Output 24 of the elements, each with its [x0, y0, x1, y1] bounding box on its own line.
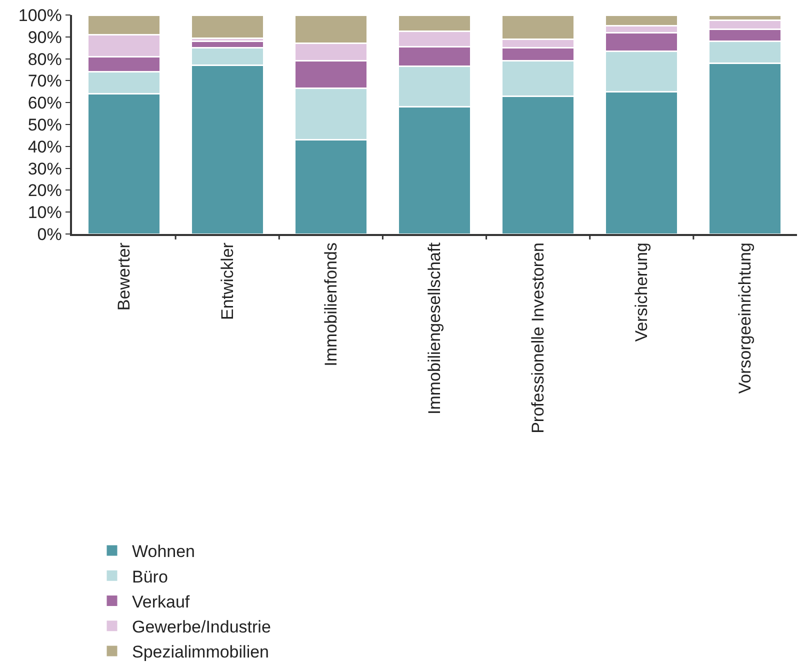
x-tick-label: Immobiliengesellschaft — [425, 242, 444, 415]
x-tick-label: Immobilienfonds — [321, 242, 340, 366]
y-tick-label: 40% — [28, 137, 62, 156]
legend-label: Gewerbe/Industrie — [132, 617, 271, 636]
y-tick-label: 70% — [28, 72, 62, 91]
legend-label: Büro — [132, 567, 168, 586]
y-tick-label: 60% — [28, 94, 62, 113]
y-tick-label: 10% — [28, 203, 62, 222]
y-tick-label: 50% — [28, 115, 62, 134]
y-tick-label: 30% — [28, 159, 62, 178]
x-tick-label: Versicherung — [632, 242, 652, 342]
y-tick-label: 90% — [28, 28, 62, 47]
x-tick-label: Vorsorgeeinrichtung — [736, 242, 755, 394]
y-tick-label: 100% — [18, 6, 62, 25]
legend-label: Verkauf — [132, 592, 190, 612]
y-tick-label: 80% — [28, 50, 62, 69]
x-tick-label: Professionelle Investoren — [528, 242, 548, 434]
y-tick-label: 0% — [37, 224, 62, 244]
y-tick-label: 20% — [28, 181, 62, 200]
legend-label: Wohnen — [132, 542, 196, 562]
x-tick-label: Entwickler — [218, 242, 237, 320]
legend-label: Spezialimmobilien — [132, 642, 270, 662]
x-tick-label: Bewerter — [114, 242, 134, 311]
bar — [190, 15, 264, 39]
